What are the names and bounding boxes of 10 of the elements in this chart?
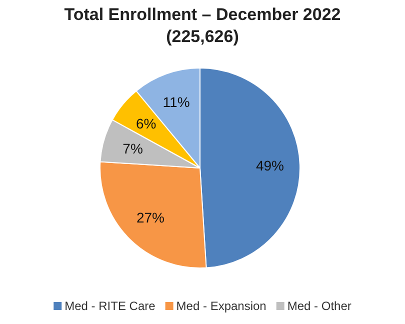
legend-label: Med - RITE Care <box>64 299 156 313</box>
data-label: 49% <box>256 158 284 174</box>
data-label: 27% <box>136 209 165 226</box>
legend-label: Med - Other <box>287 299 352 313</box>
legend-label: Med - Expansion <box>176 299 266 313</box>
data-label: 7% <box>122 140 143 156</box>
chart-subtitle: (225,626) <box>166 27 239 46</box>
chart-title: Total Enrollment – December 2022 <box>64 5 341 24</box>
data-label: 11% <box>162 94 190 110</box>
data-label: 6% <box>136 115 156 132</box>
